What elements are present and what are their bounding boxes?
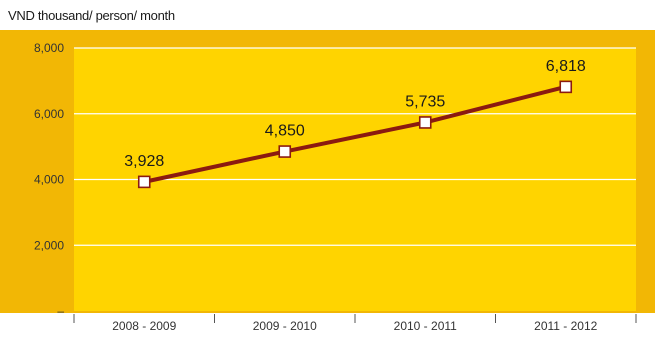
y-tick-label: – <box>57 304 64 318</box>
data-label: 4,850 <box>265 123 305 140</box>
x-axis-tick-labels: 2008 - 2009 2009 - 2010 2010 - 2011 2011 - … <box>112 319 597 333</box>
data-point-marker <box>137 175 151 189</box>
gridlines <box>74 47 636 246</box>
y-tick-label: 8,000 <box>34 41 64 55</box>
y-axis-tick-labels: – 2,000 4,000 6,000 8,000 <box>34 41 64 318</box>
x-tick-label: 2009 - 2010 <box>253 319 317 333</box>
x-axis <box>73 314 637 323</box>
x-tick-label: 2011 - 2012 <box>534 319 597 333</box>
data-labels: 3,928 4,850 5,735 6,818 <box>124 58 586 170</box>
data-point-marker <box>418 116 432 129</box>
series-income <box>137 80 573 189</box>
x-tick-label: 2010 - 2011 <box>394 319 457 333</box>
series-line <box>143 84 567 184</box>
y-tick-label: 6,000 <box>34 107 64 121</box>
data-point-marker <box>278 145 292 158</box>
y-tick-label: 4,000 <box>34 173 64 187</box>
y-tick-label: 2,000 <box>34 238 64 252</box>
x-tick-label: 2008 - 2009 <box>112 319 176 333</box>
data-label: 5,735 <box>405 93 445 110</box>
data-label: 3,928 <box>124 153 164 170</box>
y-axis-unit-label: VND thousand/ person/ month <box>8 8 175 23</box>
data-label: 6,818 <box>546 58 586 75</box>
data-point-marker <box>559 80 573 94</box>
